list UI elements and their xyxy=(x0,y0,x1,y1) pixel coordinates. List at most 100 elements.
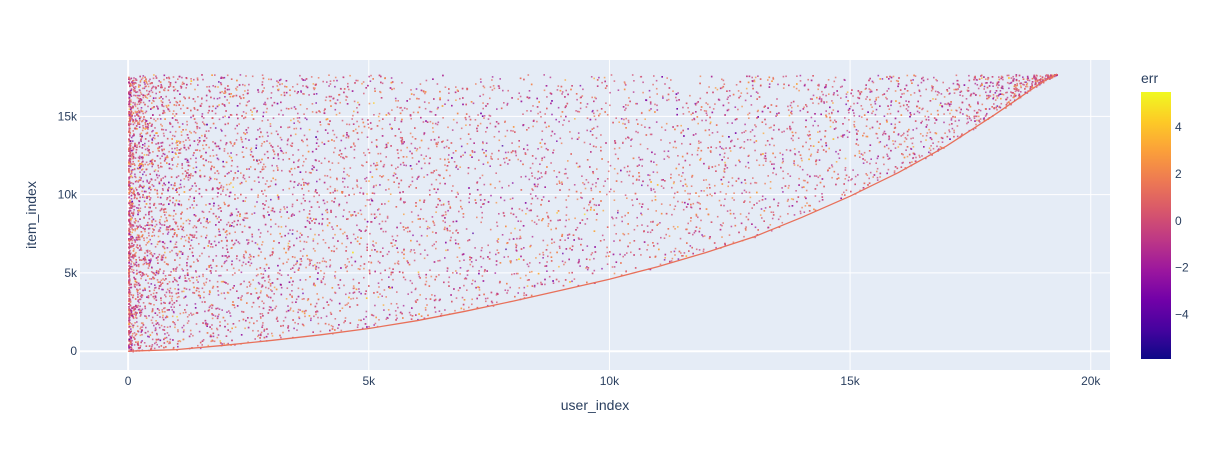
data-point xyxy=(743,235,745,238)
data-point xyxy=(356,184,358,187)
data-point xyxy=(156,333,158,336)
data-point xyxy=(948,123,951,126)
data-point xyxy=(722,222,724,224)
data-point xyxy=(641,224,643,226)
data-point xyxy=(350,146,353,148)
data-point xyxy=(531,188,533,190)
data-point xyxy=(691,119,694,121)
data-point xyxy=(142,112,144,115)
data-point xyxy=(187,255,189,258)
data-point xyxy=(958,106,961,109)
data-point xyxy=(128,207,131,209)
data-point xyxy=(406,108,408,110)
data-point xyxy=(143,273,145,276)
data-point xyxy=(139,184,141,186)
data-point xyxy=(185,139,187,141)
data-point xyxy=(664,83,666,85)
data-point xyxy=(827,79,830,81)
data-point xyxy=(320,162,323,164)
data-point xyxy=(1006,74,1009,77)
data-point xyxy=(133,256,135,258)
data-point xyxy=(609,91,611,94)
data-point xyxy=(420,234,423,237)
data-point xyxy=(297,323,299,325)
data-point xyxy=(130,294,133,296)
data-point xyxy=(615,117,617,119)
data-point xyxy=(159,157,162,160)
data-point xyxy=(558,265,560,268)
data-point xyxy=(586,218,589,220)
data-point xyxy=(1015,86,1017,89)
data-point xyxy=(368,270,371,273)
data-point xyxy=(221,130,223,132)
data-point xyxy=(183,236,186,238)
data-point xyxy=(382,304,385,306)
data-point xyxy=(261,324,264,327)
data-point xyxy=(626,197,628,199)
data-point xyxy=(302,154,304,157)
plot-background xyxy=(80,60,1110,370)
data-point xyxy=(997,86,999,89)
data-point xyxy=(628,170,631,173)
data-point xyxy=(845,103,847,106)
data-point xyxy=(160,279,163,282)
data-point xyxy=(988,108,991,110)
data-point xyxy=(590,76,593,78)
data-point xyxy=(137,207,140,209)
data-point xyxy=(388,250,390,253)
data-point xyxy=(343,171,345,173)
data-point xyxy=(937,141,940,143)
data-point xyxy=(279,147,282,149)
data-point xyxy=(161,309,163,311)
data-point xyxy=(176,141,178,144)
data-point xyxy=(786,127,788,130)
data-point xyxy=(504,161,506,164)
data-point xyxy=(423,257,426,260)
data-point xyxy=(641,165,643,167)
data-point xyxy=(438,299,441,302)
data-point xyxy=(890,123,893,125)
data-point xyxy=(148,192,151,194)
data-point xyxy=(177,340,179,343)
data-point xyxy=(235,89,238,91)
data-point xyxy=(577,166,579,168)
data-point xyxy=(306,144,309,147)
data-point xyxy=(821,90,823,93)
data-point xyxy=(132,135,134,137)
data-point xyxy=(214,235,217,238)
data-point xyxy=(156,243,159,246)
data-point xyxy=(852,95,854,97)
data-point xyxy=(821,145,823,148)
data-point xyxy=(835,150,837,153)
data-point xyxy=(216,336,219,339)
data-point xyxy=(152,185,155,187)
data-point xyxy=(137,220,139,223)
data-point xyxy=(130,323,133,325)
data-point xyxy=(858,115,861,117)
data-point xyxy=(753,141,756,144)
data-point xyxy=(304,79,306,81)
data-point xyxy=(320,270,322,272)
data-point xyxy=(385,230,387,233)
data-point xyxy=(281,169,283,172)
data-point xyxy=(149,95,152,97)
data-point xyxy=(183,178,186,180)
data-point xyxy=(177,330,179,333)
data-point xyxy=(269,123,272,125)
data-point xyxy=(168,99,170,101)
data-point xyxy=(743,189,746,192)
data-point xyxy=(153,234,156,237)
data-point xyxy=(403,107,406,109)
data-point xyxy=(369,171,372,173)
data-point xyxy=(249,149,252,151)
data-point xyxy=(238,123,240,125)
data-point xyxy=(910,137,912,140)
data-point xyxy=(142,75,145,77)
data-point xyxy=(546,270,548,272)
data-point xyxy=(179,312,182,315)
data-point xyxy=(550,228,552,231)
data-point xyxy=(172,134,174,137)
data-point xyxy=(153,100,155,103)
data-point xyxy=(401,82,403,84)
data-point xyxy=(129,300,132,303)
